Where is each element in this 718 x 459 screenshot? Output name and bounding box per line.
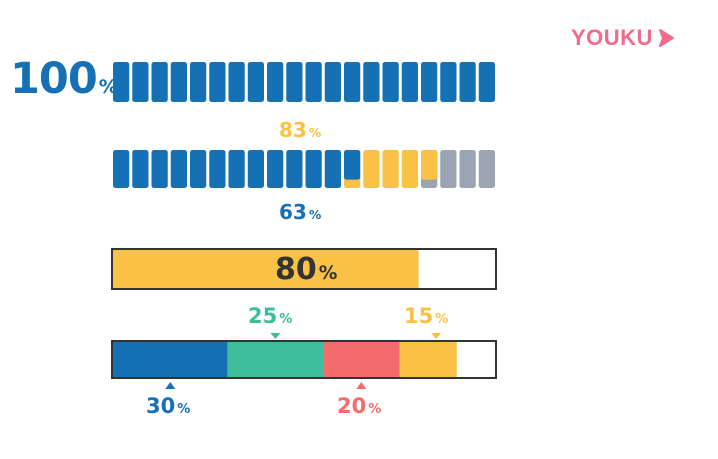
stack-segment-15 [382,150,399,188]
full-segment-10 [286,62,303,102]
stack-segment-3 [151,150,168,188]
label-100-percent: 100% [10,54,118,104]
full-segment-6 [209,62,226,102]
label-80-percent: 80% [275,252,338,287]
pointer-20-up [356,382,367,389]
full-segment-8 [247,62,264,102]
stack-segment-2 [132,150,149,188]
stack-segment-10 [286,150,303,188]
stacked-segment-20 [323,342,400,377]
full-segment-7 [228,62,245,102]
full-segment-18 [440,62,457,102]
stack-segment-16 [401,150,418,188]
youku-logo: YOUKU [571,24,675,52]
stack-segment-5 [190,150,207,188]
pointer-25-down [270,333,281,339]
stack-segment-13-blue-part [344,150,361,180]
full-segment-14 [363,62,380,102]
play-icon [658,29,674,47]
logo-text: YOUKU [571,25,653,50]
label-20-percent: 20% [337,394,382,418]
full-segment-9 [267,62,284,102]
full-segment-19 [459,62,476,102]
pointer-15-down [431,333,442,339]
stack-segment-1 [113,150,130,188]
label-83-percent: 83% [279,118,322,142]
pointer-30-up [165,382,176,389]
stack-segment-6 [209,150,226,188]
progress-fill [113,250,419,288]
stack-segment-20 [478,150,495,188]
full-segment-17 [421,62,438,102]
label-30-percent: 30% [146,394,191,418]
full-segment-15 [382,62,399,102]
stack-segment-8 [247,150,264,188]
stacked-segment-30 [113,342,228,377]
stack-segment-11 [305,150,322,188]
stacked-segment-25 [227,342,324,377]
label-15-percent: 15% [404,304,449,328]
stack-segment-14 [363,150,380,188]
full-segment-20 [478,62,495,102]
label-63-percent: 63% [279,200,322,224]
full-segment-4 [170,62,187,102]
full-segment-5 [190,62,207,102]
stack-segment-19 [459,150,476,188]
stack-segment-9 [267,150,284,188]
full-segment-1 [113,62,130,102]
full-segment-2 [132,62,149,102]
stack-segment-17-yellow-part [421,150,438,180]
full-segment-16 [401,62,418,102]
full-segment-12 [324,62,341,102]
stack-segment-18 [440,150,457,188]
stacked-segment-15 [399,342,457,377]
full-segment-11 [305,62,322,102]
full-segment-3 [151,62,168,102]
label-25-percent: 25% [248,304,293,328]
stack-segment-4 [170,150,187,188]
full-segment-13 [344,62,361,102]
stack-segment-12 [324,150,341,188]
stack-segment-7 [228,150,245,188]
